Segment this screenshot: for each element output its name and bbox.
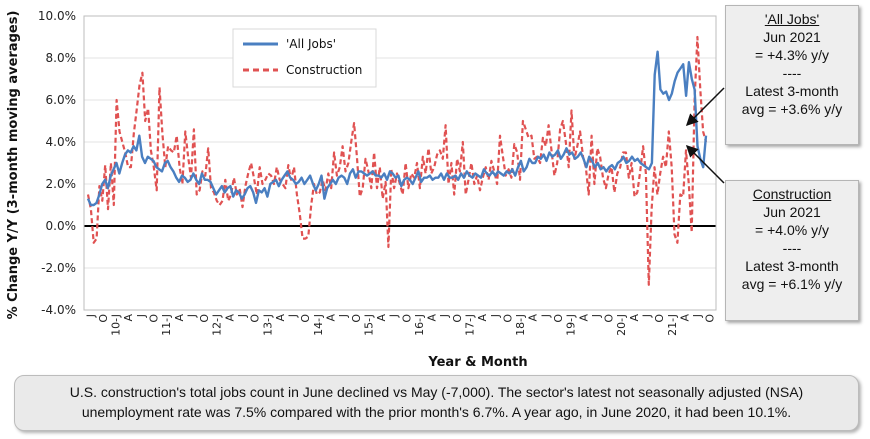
plot-area-border: [83, 15, 717, 311]
series-layer: [86, 35, 708, 286]
callout-construction-line: ----: [782, 240, 802, 256]
x-tick-label: J: [691, 314, 704, 318]
callout-arrow-construction: [685, 144, 725, 184]
x-tick-label: O: [552, 314, 565, 323]
x-tick-label: A: [122, 314, 135, 322]
x-tick-label: 21-J: [666, 314, 679, 336]
x-tick-label: J: [640, 314, 653, 318]
callout-arrow-all-jobs: [685, 87, 725, 127]
x-tick-label: J: [489, 314, 502, 318]
x-tick-label: 11-J: [160, 314, 173, 336]
y-tick-label: 2.0%: [46, 177, 77, 191]
x-tick-label: O: [704, 314, 717, 323]
x-tick-label: O: [653, 314, 666, 323]
callout-all-jobs-title: 'All Jobs': [764, 11, 820, 27]
legend-label-construction: Construction: [286, 63, 362, 77]
callout-construction-line: Jun 2021: [763, 204, 821, 220]
line-chart: -4.0%-2.0%0.0%2.0%4.0%6.0%8.0%10.0% J O 10…: [6, 9, 725, 370]
x-tick-label: A: [324, 314, 337, 322]
x-tick-label: 17-J: [464, 314, 477, 336]
x-axis-ticks: J O 10-J A J O 11-J A J O 12-J A J O 13-J A J O 14-J A J O 15-…: [84, 314, 716, 336]
x-tick-label: O: [249, 314, 262, 323]
x-tick-label: J: [84, 314, 97, 318]
x-tick-label: 13-J: [261, 314, 274, 336]
callout-all-jobs-line: avg = +3.6% y/y: [741, 101, 843, 117]
caption-text: U.S. construction's total jobs count in …: [69, 384, 804, 420]
y-tick-label: 10.0%: [38, 9, 76, 23]
x-tick-label: 15-J: [362, 314, 375, 336]
x-tick-label: 12-J: [211, 314, 224, 336]
x-tick-label: O: [350, 314, 363, 323]
x-tick-label: J: [185, 314, 198, 318]
x-tick-label: A: [527, 314, 540, 322]
x-tick-label: J: [337, 314, 350, 318]
legend-box: [232, 28, 377, 88]
y-tick-label: -2.0%: [41, 261, 76, 275]
x-tick-label: J: [135, 314, 148, 318]
x-tick-label: 16-J: [413, 314, 426, 336]
y-tick-label: -4.0%: [41, 303, 76, 317]
x-tick-label: O: [451, 314, 464, 323]
x-tick-label: J: [236, 314, 249, 318]
x-tick-label: O: [299, 314, 312, 323]
x-tick-label: J: [539, 314, 552, 318]
x-tick-label: J: [388, 314, 401, 318]
callout-construction-line: = +4.0% y/y: [755, 222, 829, 238]
y-tick-label: 6.0%: [46, 93, 77, 107]
y-tick-label: 0.0%: [46, 219, 77, 233]
x-tick-label: A: [426, 314, 439, 322]
x-tick-label: A: [678, 314, 691, 322]
x-tick-label: 10-J: [110, 314, 123, 336]
callout-all-jobs-line: Jun 2021: [763, 29, 821, 45]
x-tick-label: 19-J: [565, 314, 578, 336]
callout-construction-line: avg = +6.1% y/y: [741, 276, 843, 292]
series-line-all-jobs: [86, 50, 708, 207]
callout-all-jobs-line: Latest 3-month: [745, 83, 839, 99]
x-tick-label: O: [400, 314, 413, 323]
y-axis-ticks: -4.0% -2.0% 0.0% 2.0% 4.0% 6.0% 8.0% 10.0%: [38, 9, 76, 317]
x-tick-label: O: [148, 314, 161, 323]
x-tick-label: A: [577, 314, 590, 322]
x-tick-label: 20-J: [615, 314, 628, 336]
legend-label-all-jobs: 'All Jobs': [286, 37, 336, 51]
callout-construction-line: Latest 3-month: [745, 258, 839, 274]
legend: 'All Jobs' Construction: [232, 28, 377, 88]
callout-all-jobs: 'All Jobs' Jun 2021 = +4.3% y/y ---- Lat…: [725, 5, 859, 145]
x-tick-label: A: [173, 314, 186, 322]
x-tick-label: O: [603, 314, 616, 323]
callout-all-jobs-line: ----: [782, 65, 802, 81]
callout-construction-title: Construction: [752, 186, 832, 202]
caption-box: U.S. construction's total jobs count in …: [14, 375, 859, 431]
y-axis-label: % Change Y/Y (3-month moving averages): [6, 11, 21, 320]
y-tick-label: 4.0%: [46, 135, 77, 149]
x-tick-label: J: [287, 314, 300, 318]
callout-all-jobs-line: = +4.3% y/y: [755, 47, 829, 63]
x-tick-label: A: [476, 314, 489, 322]
x-tick-label: J: [590, 314, 603, 318]
x-tick-label: A: [628, 314, 641, 322]
x-axis-label: Year & Month: [427, 355, 527, 370]
x-tick-label: 14-J: [312, 314, 325, 336]
x-tick-label: A: [375, 314, 388, 322]
x-tick-label: O: [198, 314, 211, 323]
x-tick-label: J: [438, 314, 451, 318]
x-tick-label: O: [97, 314, 110, 323]
x-tick-label: 18-J: [514, 314, 527, 336]
callout-construction: Construction Jun 2021 = +4.0% y/y ---- L…: [725, 180, 859, 321]
x-tick-label: O: [501, 314, 514, 323]
y-tick-label: 8.0%: [46, 51, 77, 65]
x-tick-label: A: [223, 314, 236, 322]
x-tick-label: A: [274, 314, 287, 322]
